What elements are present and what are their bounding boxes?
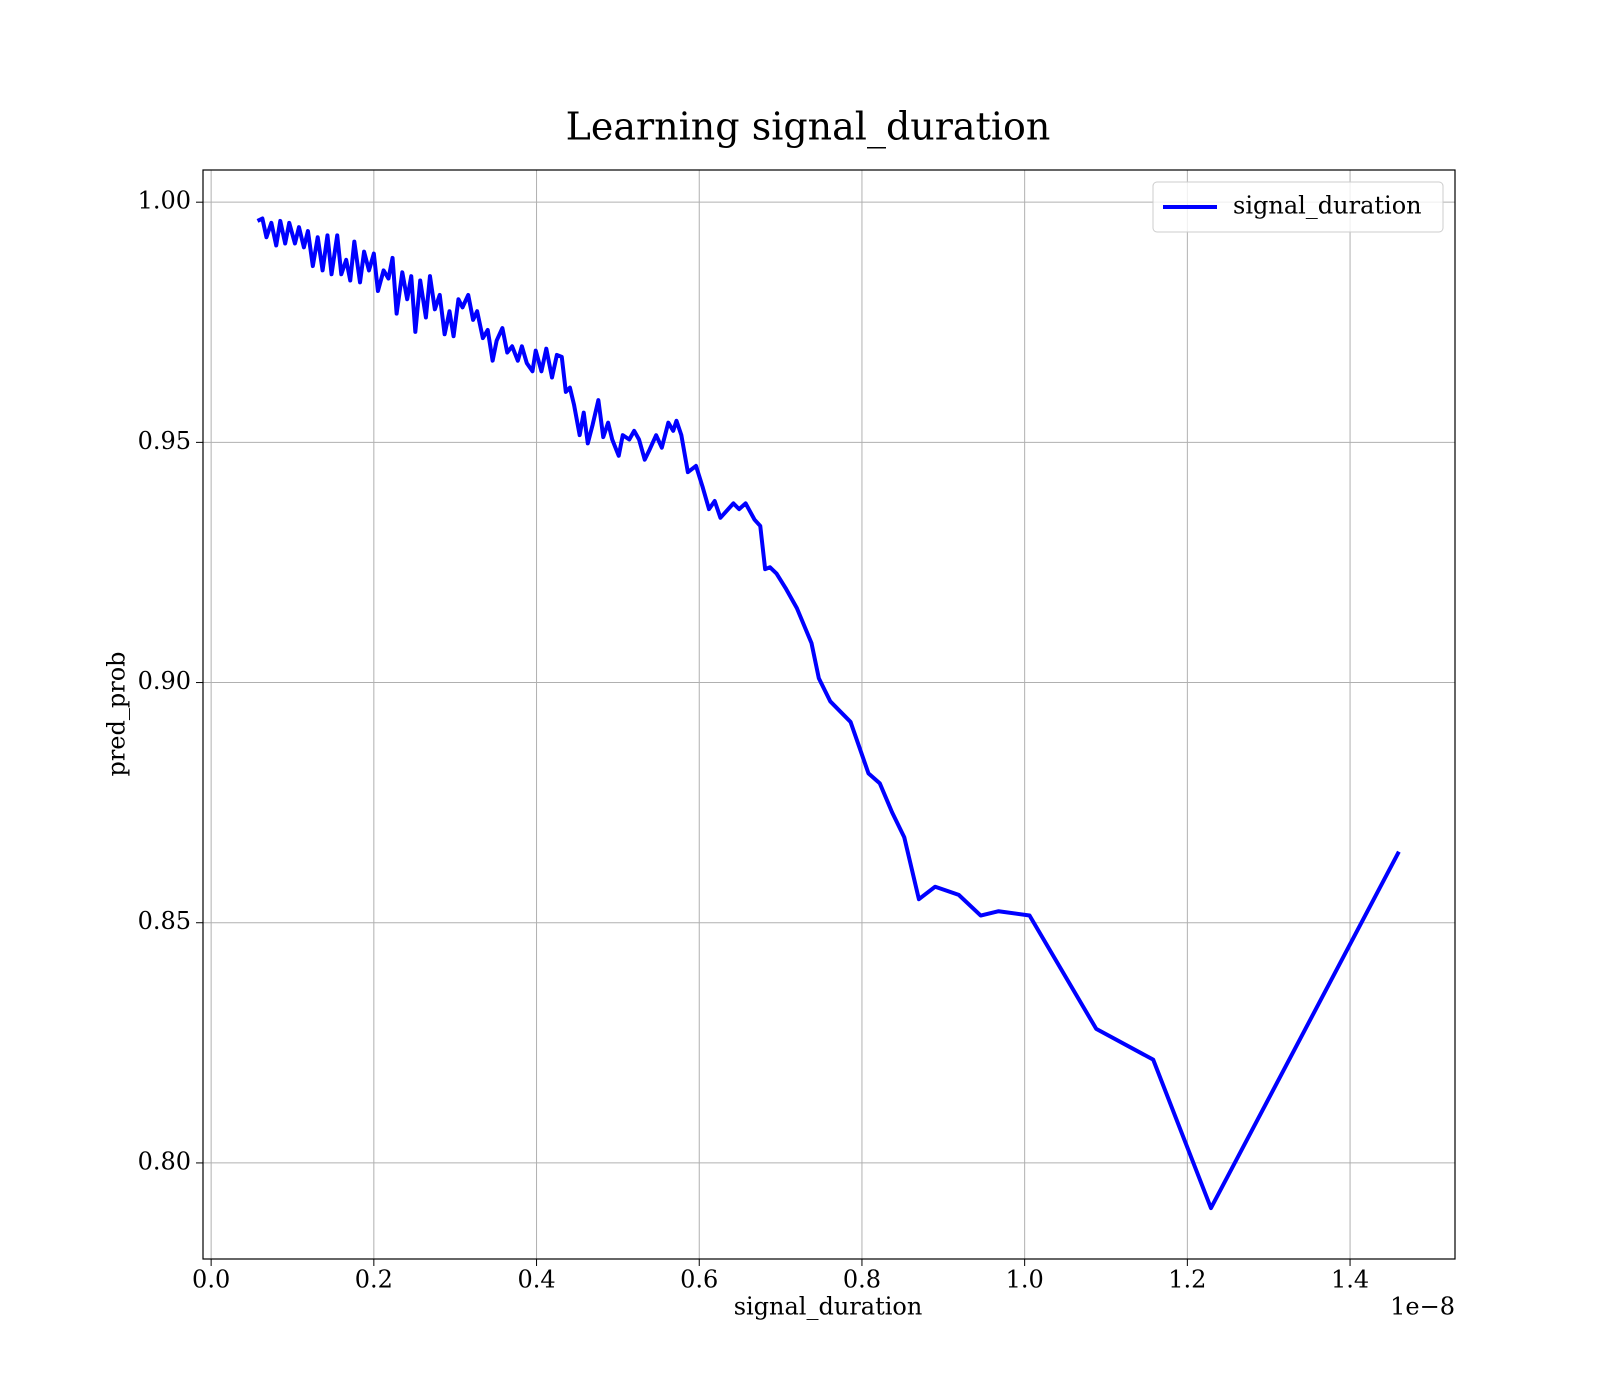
x-tick-label: 0.0 bbox=[192, 1266, 230, 1294]
x-tick-label: 1.2 bbox=[1168, 1266, 1206, 1294]
y-axis-label: pred_prob bbox=[103, 651, 131, 776]
y-tick-label: 0.80 bbox=[138, 1147, 191, 1175]
x-tick-label: 0.4 bbox=[517, 1266, 555, 1294]
x-tick-label: 0.2 bbox=[355, 1266, 393, 1294]
plot-frame bbox=[202, 169, 1456, 1260]
legend-box bbox=[1152, 181, 1444, 233]
data-line bbox=[256, 216, 1401, 1211]
x-tick-label: 0.6 bbox=[680, 1266, 718, 1294]
x-axis-label: signal_duration bbox=[734, 1293, 923, 1321]
y-tick-label: 0.85 bbox=[138, 907, 191, 935]
y-tick-label: 0.90 bbox=[138, 667, 191, 695]
y-tick-label: 0.95 bbox=[138, 427, 191, 455]
x-tick-label: 0.8 bbox=[843, 1266, 881, 1294]
y-tick-label: 1.00 bbox=[138, 187, 191, 215]
x-tick-label: 1.0 bbox=[1006, 1266, 1044, 1294]
x-offset-label: 1e−8 bbox=[1390, 1293, 1455, 1321]
chart-title: Learning signal_duration bbox=[566, 105, 1051, 150]
x-tick-label: 1.4 bbox=[1331, 1266, 1369, 1294]
legend-label: signal_duration bbox=[1233, 192, 1422, 220]
